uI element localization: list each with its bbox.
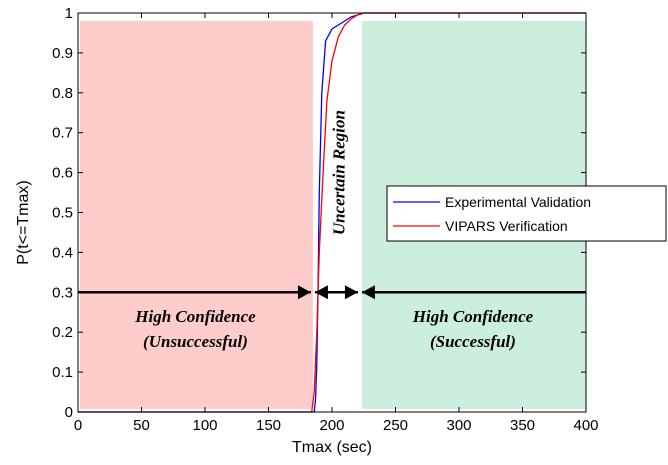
- y-axis-label: P(t<=Tmax): [15, 180, 32, 264]
- series-lines: [78, 12, 586, 413]
- uncertain-region-label: Uncertain Region: [329, 110, 348, 235]
- legend-box: [386, 185, 667, 242]
- series-line-1: [78, 12, 586, 413]
- y-tick-label: 0.5: [52, 205, 73, 222]
- x-tick-label: 100: [192, 417, 217, 434]
- y-tick-label: 0.2: [52, 324, 73, 341]
- x-tick-label: 250: [383, 417, 408, 434]
- left-region-label-line-2: (Unsuccessful): [143, 332, 248, 351]
- legend: Experimental Validation VIPARS Verificat…: [386, 185, 667, 242]
- x-tick-label: 400: [573, 417, 598, 434]
- legend-label-experimental: Experimental Validation: [445, 194, 591, 210]
- left-region-label-line-1: High Confidence: [134, 307, 256, 326]
- y-tick-label: 0.7: [52, 125, 73, 142]
- right-region-label-line-2: (Successful): [430, 332, 516, 351]
- y-tick-label: 0.6: [52, 165, 73, 182]
- x-tick-label: 200: [319, 417, 344, 434]
- y-tick-label: 0.3: [52, 284, 73, 301]
- right-region-label-line-1: High Confidence: [412, 307, 534, 326]
- left-arrow-head: [297, 285, 311, 300]
- x-tick-label: 0: [74, 417, 82, 434]
- y-tick-label: 1: [65, 5, 73, 22]
- x-axis-ticks: 0 50 100 150 200 250 300 350 400: [74, 13, 599, 434]
- y-tick-label: 0.4: [52, 244, 73, 261]
- middle-arrow-head-left: [314, 285, 328, 300]
- shaded-region-0: [80, 20, 313, 409]
- x-tick-label: 350: [510, 417, 535, 434]
- middle-arrow-head-right: [344, 285, 358, 300]
- x-tick-label: 300: [446, 417, 471, 434]
- x-tick-label: 150: [256, 417, 281, 434]
- y-tick-label: 0.9: [52, 45, 73, 62]
- y-axis-ticks: 0 0.1 0.2 0.3 0.4 0.5 0.6 0.7 0.8 0.9 1: [52, 5, 586, 421]
- y-tick-label: 0: [65, 404, 73, 421]
- y-tick-label: 0.1: [52, 364, 73, 381]
- x-tick-label: 50: [133, 417, 150, 434]
- x-axis-label: Tmax (sec): [292, 439, 372, 456]
- right-arrow-head: [361, 285, 375, 300]
- legend-label-vipars: VIPARS Verification: [445, 218, 568, 234]
- confidence-arrows: [78, 285, 586, 300]
- y-tick-label: 0.8: [52, 85, 73, 102]
